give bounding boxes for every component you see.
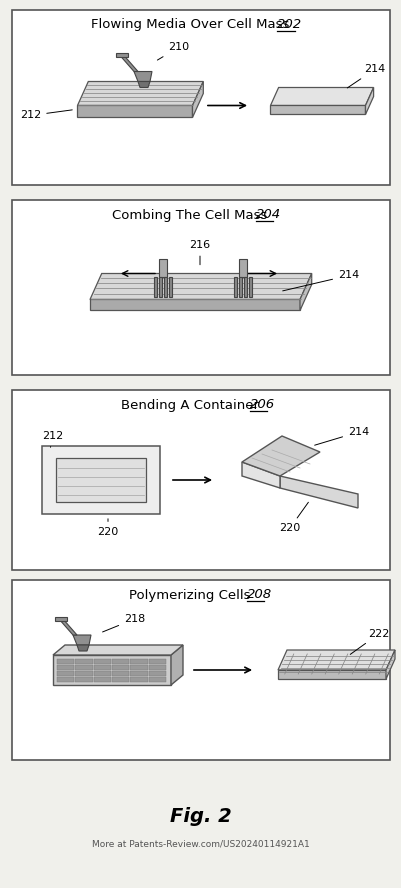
Polygon shape xyxy=(385,650,394,679)
FancyBboxPatch shape xyxy=(12,390,389,570)
Text: 210: 210 xyxy=(157,43,188,60)
Polygon shape xyxy=(279,476,357,508)
Bar xyxy=(93,659,111,664)
Bar xyxy=(53,655,170,685)
Text: 222: 222 xyxy=(349,629,389,654)
Text: Combing The Cell Mass: Combing The Cell Mass xyxy=(112,209,267,221)
Text: 220: 220 xyxy=(97,519,118,537)
Bar xyxy=(75,677,93,682)
Polygon shape xyxy=(134,72,152,82)
Polygon shape xyxy=(73,635,91,645)
Polygon shape xyxy=(241,462,279,488)
Bar xyxy=(112,677,129,682)
Text: 212: 212 xyxy=(42,431,63,448)
Polygon shape xyxy=(241,436,319,476)
Bar xyxy=(248,277,251,297)
Text: 216: 216 xyxy=(189,241,210,265)
FancyBboxPatch shape xyxy=(12,10,389,185)
Bar xyxy=(130,677,147,682)
Polygon shape xyxy=(53,645,182,655)
Bar xyxy=(130,659,147,664)
Text: 206: 206 xyxy=(249,399,274,411)
Polygon shape xyxy=(170,645,182,685)
Polygon shape xyxy=(270,88,373,106)
FancyBboxPatch shape xyxy=(12,200,389,375)
Bar xyxy=(148,671,166,676)
Bar xyxy=(243,277,246,297)
Polygon shape xyxy=(138,82,150,88)
Bar xyxy=(93,677,111,682)
Text: 202: 202 xyxy=(277,19,302,31)
Bar xyxy=(233,277,237,297)
Bar xyxy=(159,259,166,277)
Bar xyxy=(75,671,93,676)
Bar xyxy=(42,446,160,514)
Bar xyxy=(112,665,129,670)
Polygon shape xyxy=(120,55,138,72)
Text: Flowing Media Over Cell Mass: Flowing Media Over Cell Mass xyxy=(91,19,288,31)
Bar xyxy=(57,659,74,664)
Bar xyxy=(130,665,147,670)
Text: 212: 212 xyxy=(20,110,72,121)
Polygon shape xyxy=(277,650,394,670)
Text: Fig. 2: Fig. 2 xyxy=(170,806,231,826)
Bar xyxy=(112,659,129,664)
Bar xyxy=(56,458,146,502)
Text: 204: 204 xyxy=(255,209,280,221)
Bar xyxy=(154,277,157,297)
Text: More at Patents-Review.com/US20240114921A1: More at Patents-Review.com/US20240114921… xyxy=(92,839,309,849)
Bar xyxy=(112,671,129,676)
Bar xyxy=(148,665,166,670)
Bar xyxy=(239,259,246,277)
Bar xyxy=(164,277,166,297)
Polygon shape xyxy=(116,53,128,58)
Bar xyxy=(57,677,74,682)
Bar xyxy=(130,671,147,676)
Polygon shape xyxy=(90,274,311,299)
Bar xyxy=(93,665,111,670)
Bar xyxy=(57,665,74,670)
Polygon shape xyxy=(77,106,192,117)
Bar xyxy=(75,665,93,670)
Polygon shape xyxy=(77,645,89,651)
Text: 218: 218 xyxy=(102,614,145,632)
FancyBboxPatch shape xyxy=(12,580,389,760)
Polygon shape xyxy=(77,82,203,106)
Polygon shape xyxy=(55,617,67,621)
Bar xyxy=(239,277,241,297)
Bar xyxy=(75,659,93,664)
Polygon shape xyxy=(365,88,373,115)
Text: Polymerizing Cells: Polymerizing Cells xyxy=(129,589,250,601)
Text: 208: 208 xyxy=(246,589,271,601)
Bar xyxy=(148,659,166,664)
Polygon shape xyxy=(277,670,385,679)
Polygon shape xyxy=(192,82,203,117)
Bar xyxy=(57,671,74,676)
Text: 214: 214 xyxy=(314,427,369,445)
Bar xyxy=(168,277,172,297)
Text: Bending A Container: Bending A Container xyxy=(121,399,258,411)
Polygon shape xyxy=(299,274,311,311)
Text: 214: 214 xyxy=(346,65,384,88)
Text: 220: 220 xyxy=(279,503,308,533)
Polygon shape xyxy=(90,299,299,311)
Bar xyxy=(159,277,162,297)
Bar xyxy=(93,671,111,676)
Polygon shape xyxy=(270,106,365,115)
Polygon shape xyxy=(59,619,77,635)
Bar xyxy=(148,677,166,682)
Text: 214: 214 xyxy=(282,271,358,291)
